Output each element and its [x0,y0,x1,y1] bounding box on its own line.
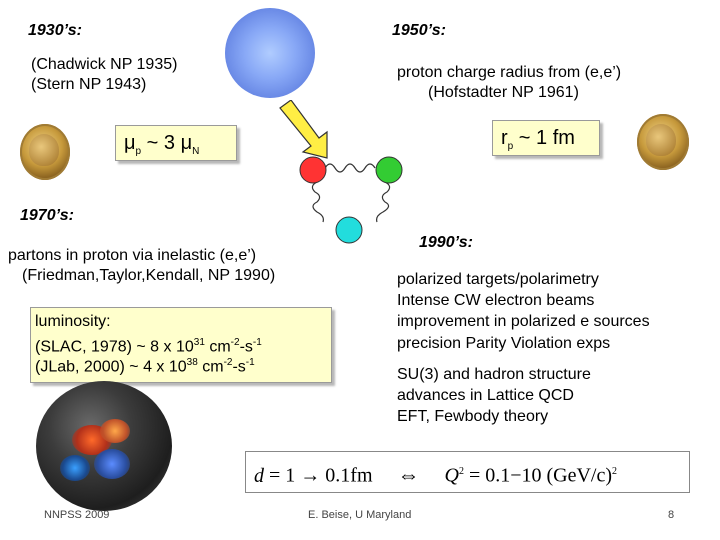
page-number: 8 [668,509,675,521]
lattice-proton-image [36,381,172,511]
chadwick-line: (Chadwick NP 1935) [31,56,178,73]
formula-box: d = 1 → 0.1fm ⇔ Q2 = 0.1−10 (GeV/c)2 [245,451,690,493]
radius-value: ~ 1 fm [513,127,575,149]
footer-left: NNPSS 2009 [44,509,110,521]
friedman-line: (Friedman,Taylor,Kendall, NP 1990) [22,267,276,284]
green-quark [375,156,403,184]
formula-q-exp: 2 [458,466,464,477]
quark-gluon-diagram [299,156,403,244]
list-item: advances in Lattice QCD [397,387,574,404]
jlab-pre: (JLab, 2000) ~ 4 x 10 [35,358,187,376]
era-1930s-heading: 1930’s: [28,22,82,39]
jlab-exp3: -1 [245,357,255,368]
nobel-medal-icon-right [637,114,689,170]
list-item: Intense CW electron beams [397,292,595,309]
mu-sub-p: p [135,146,142,157]
jlab-s: -s [232,358,246,376]
formula-d: d [254,464,264,487]
charge-radius-line: proton charge radius from (e,e’) [397,64,622,81]
slac-pre: (SLAC, 1978) ~ 8 x 10 [35,338,194,356]
formula-q: Q [444,464,459,487]
jlab-unit: cm [197,358,224,376]
slac-unit: cm [204,338,231,356]
slac-s: -s [239,338,253,356]
r-sub-p: p [507,141,514,152]
red-quark [299,156,327,184]
era-1950s-heading: 1950’s: [392,22,446,39]
nobel-medal-icon-left [20,124,70,180]
cyan-quark [335,216,363,244]
mu-symbol: μ [124,132,136,154]
mu-relation: ~ 3 [141,132,181,154]
equivalence-icon: ⇔ [397,461,420,487]
radius-box: rp ~ 1 fm [492,120,600,156]
hofstadter-line: (Hofstadter NP 1961) [428,84,579,101]
luminosity-title: luminosity: [35,313,111,330]
stern-line: (Stern NP 1943) [31,76,147,93]
mu-n-symbol: μ [180,132,193,154]
footer-center: E. Beise, U Maryland [308,509,412,521]
list-item: improvement in polarized e sources [397,313,650,330]
list-item: EFT, Fewbody theory [397,408,549,425]
era-1970s-heading: 1970’s: [20,207,74,224]
mu-sub-n: N [192,146,200,157]
slac-exp: 31 [193,337,205,348]
formula-distance: = 1 → 0.1fm [264,464,373,487]
luminosity-box: luminosity: (SLAC, 1978) ~ 8 x 1031 cm-2… [30,307,332,383]
magnetic-moment-box: μp ~ 3 μN [115,125,237,161]
r-symbol: r [501,127,508,149]
slac-exp2: -2 [230,337,240,348]
arrow-icon [279,100,328,159]
formula-momentum: = 0.1−10 (GeV/c) [463,464,613,487]
list-item: SU(3) and hadron structure [397,366,591,383]
jlab-exp: 38 [186,357,198,368]
slac-luminosity: (SLAC, 1978) ~ 8 x 1031 cm-2-s-1 [35,333,262,357]
slac-exp3: -1 [252,337,262,348]
proton-sphere [225,8,315,98]
jlab-luminosity: (JLab, 2000) ~ 4 x 1038 cm-2-s-1 [35,353,255,377]
era-1990s-heading: 1990’s: [419,234,473,251]
jlab-exp2: -2 [223,357,233,368]
list-item: polarized targets/polarimetry [397,271,599,288]
formula-unit-exp: 2 [612,466,618,477]
list-item: precision Parity Violation exps [397,335,611,352]
partons-line: partons in proton via inelastic (e,e’) [8,247,257,264]
